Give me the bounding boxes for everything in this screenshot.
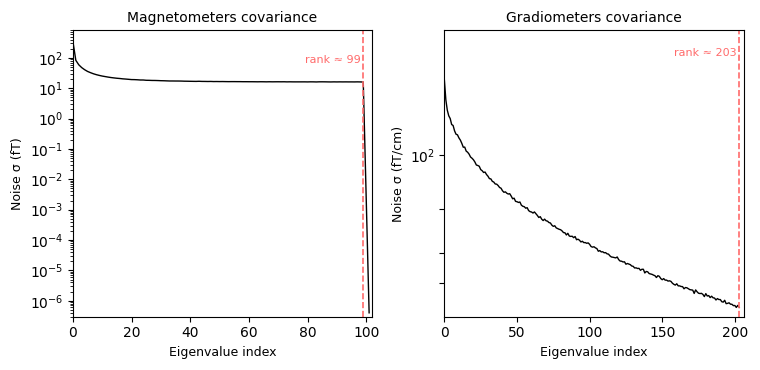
Text: rank ≈ 99: rank ≈ 99 <box>305 56 360 65</box>
X-axis label: Eigenvalue index: Eigenvalue index <box>540 346 648 359</box>
Y-axis label: Noise σ (fT/cm): Noise σ (fT/cm) <box>391 125 404 222</box>
Title: Magnetometers covariance: Magnetometers covariance <box>128 11 318 25</box>
Text: rank ≈ 203: rank ≈ 203 <box>673 48 736 58</box>
Title: Gradiometers covariance: Gradiometers covariance <box>506 11 682 25</box>
Y-axis label: Noise σ (fT): Noise σ (fT) <box>11 137 24 210</box>
X-axis label: Eigenvalue index: Eigenvalue index <box>169 346 276 359</box>
